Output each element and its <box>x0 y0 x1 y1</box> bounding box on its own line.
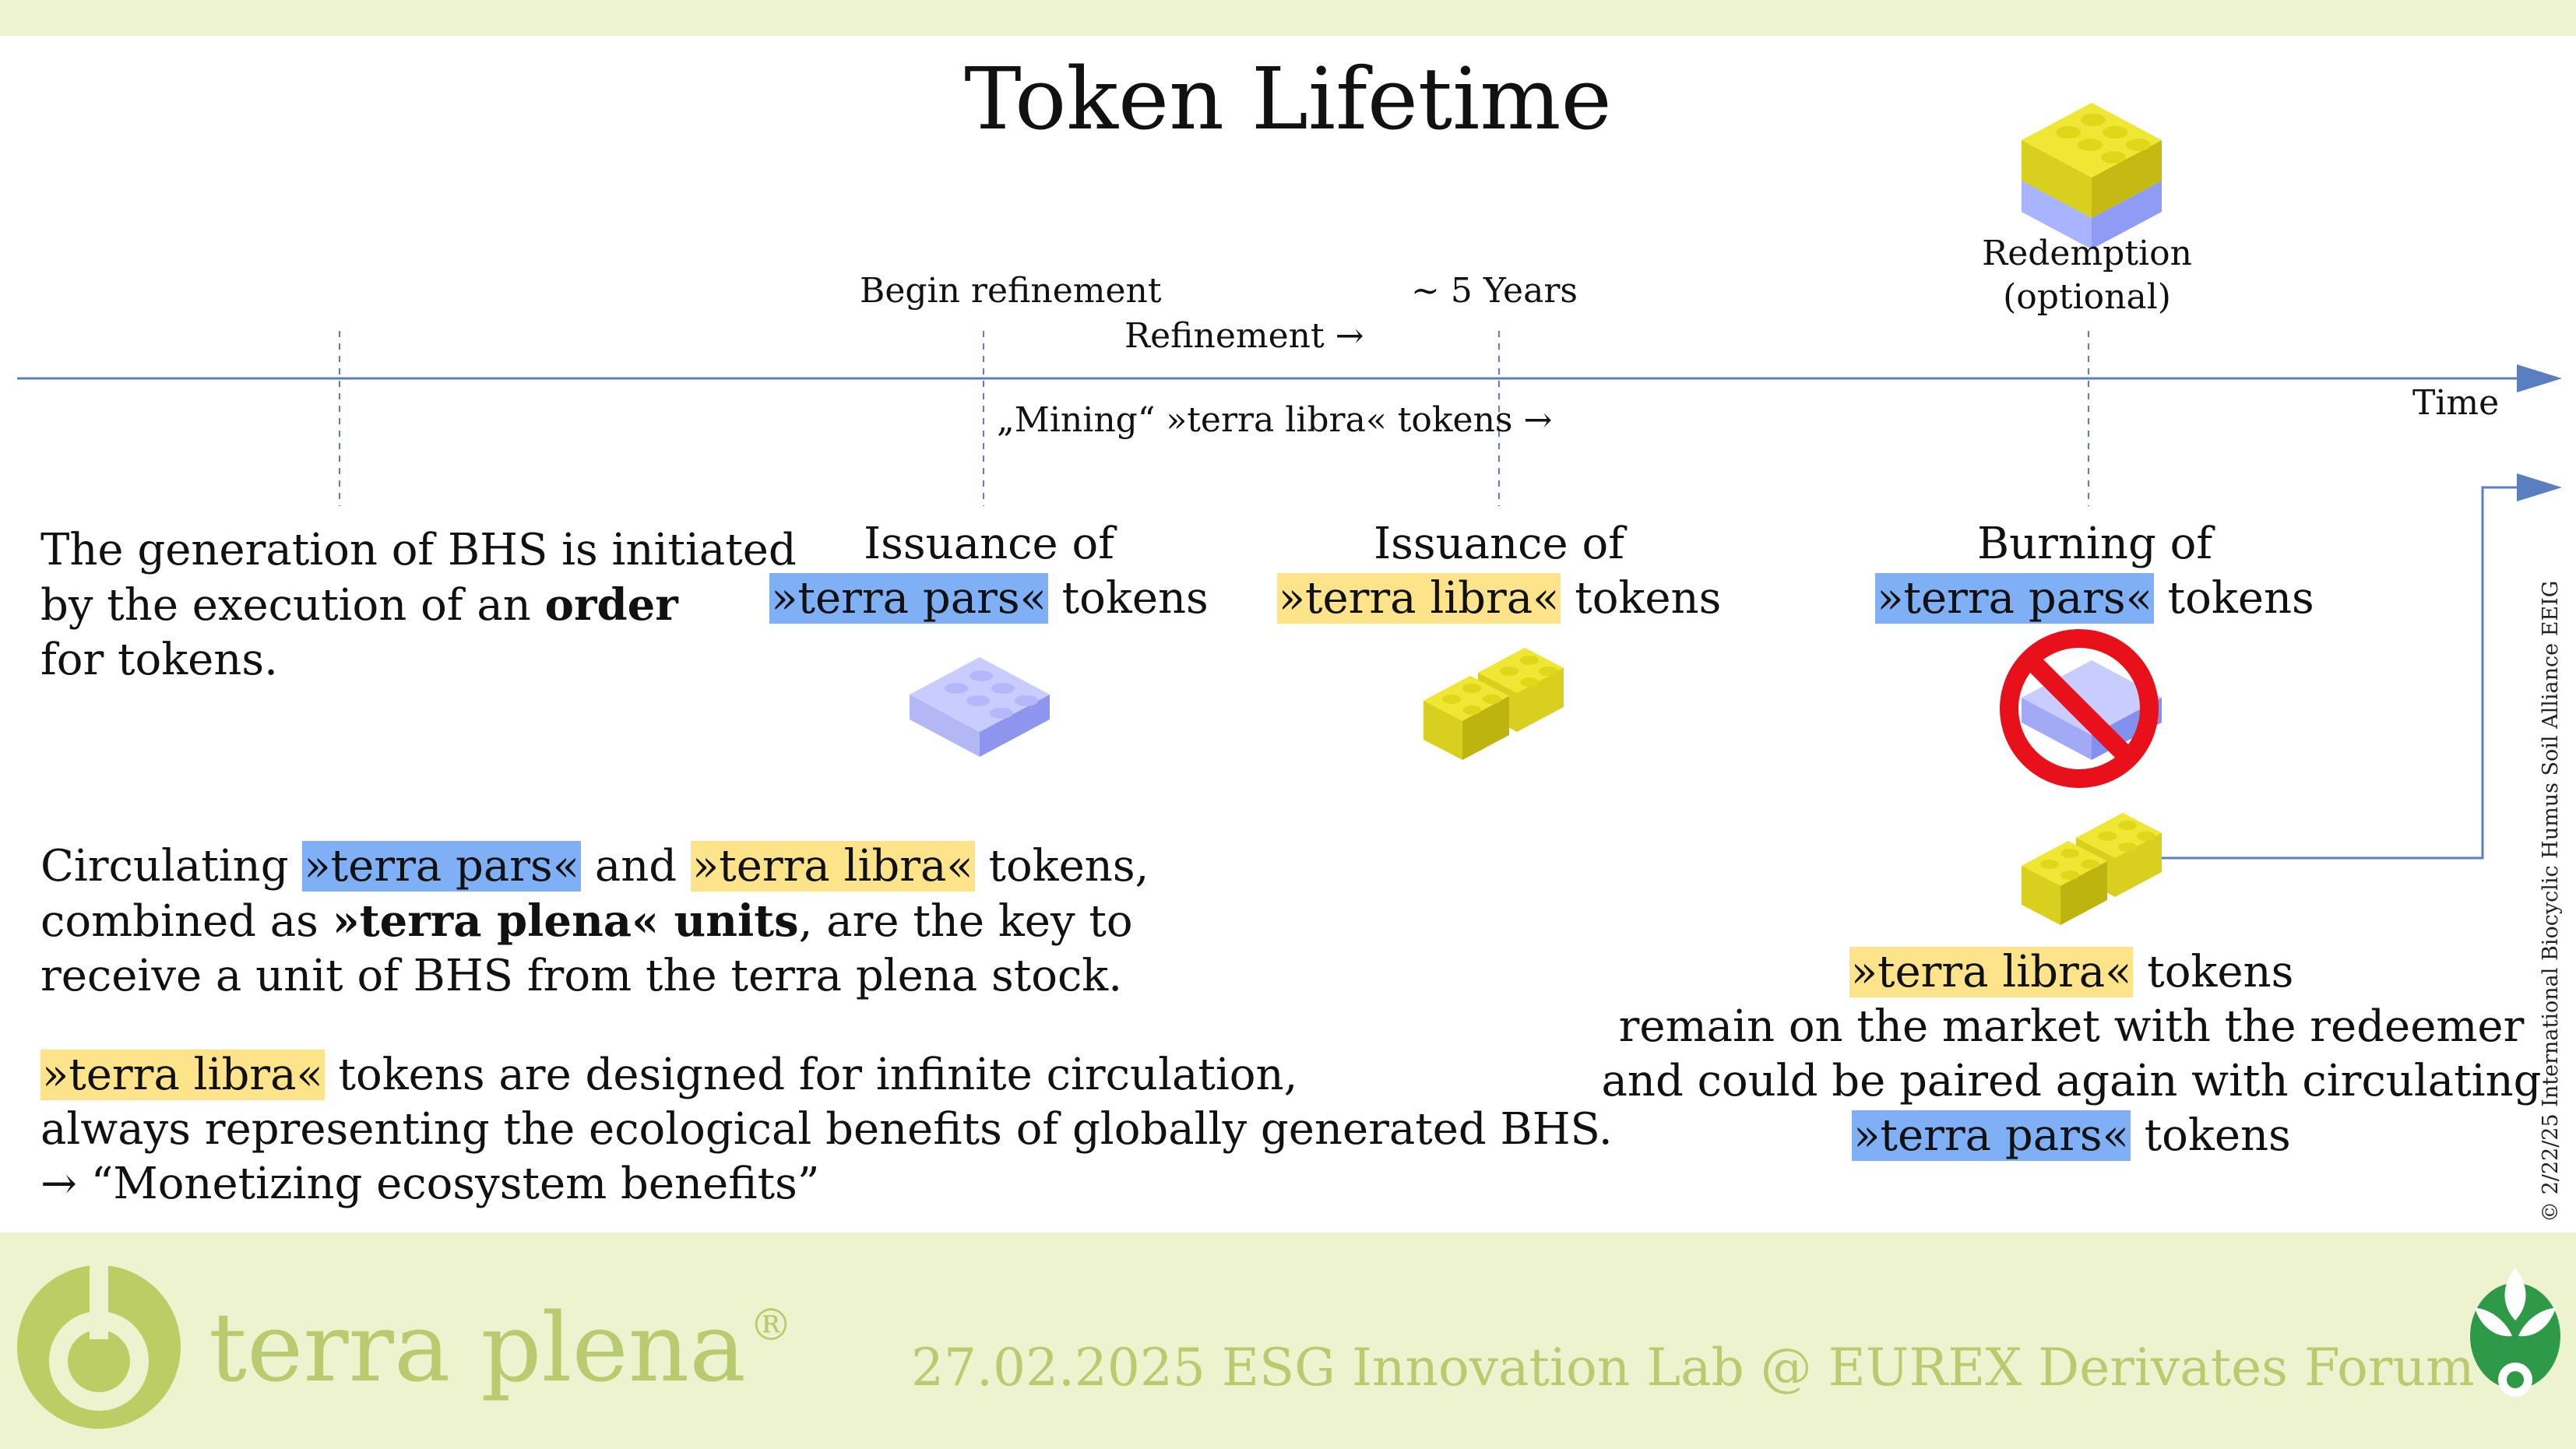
stacked-bricks-icon <box>2022 103 2162 249</box>
pars-token-highlight: »terra pars« <box>769 573 1048 624</box>
issuance-libra-title: Issuance of <box>1374 519 1624 569</box>
lavender-brick-icon <box>910 657 1050 757</box>
intro-order-bold: order <box>544 579 678 631</box>
intro-line1: The generation of BHS is initiated <box>40 525 797 575</box>
burning-title: Burning of <box>1976 519 2213 569</box>
top-band <box>0 0 2576 36</box>
event-issuance-libra: Issuance of »terra libra« tokens <box>1246 517 1752 626</box>
remain-text: »terra libra« tokens remain on the marke… <box>1589 945 2554 1163</box>
label-refinement: Refinement → <box>1124 316 1364 356</box>
libra-token-highlight: »terra libra« <box>1276 573 1561 624</box>
circulating-line1: Circulating »terra pars« and »terra libr… <box>40 839 1149 894</box>
infinite-post: tokens are designed for infinite circula… <box>324 1050 1298 1100</box>
terra-plena-logo <box>17 1261 181 1429</box>
event-issuance-pars: Issuance of »terra pars« tokens <box>748 517 1230 626</box>
circ-and: and <box>581 841 691 892</box>
circulating-line2: combined as »terra plena« units, are the… <box>40 894 1149 949</box>
brand-text: terra plena <box>209 1292 747 1403</box>
circ2-post: , are the key to <box>798 896 1133 947</box>
circ-post: tokens, <box>974 841 1149 892</box>
label-begin-refinement: Begin refinement <box>860 271 1162 311</box>
issuance-libra-tokens: »terra libra« tokens <box>1246 572 1752 626</box>
remain-pars-highlight: »terra pars« <box>1852 1110 2131 1161</box>
infinite-line3: → “Monetizing ecosystem benefits” <box>40 1159 820 1209</box>
remain-line4: »terra pars« tokens <box>1589 1109 2554 1163</box>
remain-line1: »terra libra« tokens <box>1589 945 2554 1000</box>
remain-post1: tokens <box>2133 947 2294 997</box>
burning-tokens: »terra pars« tokens <box>1846 572 2344 626</box>
copyright-notice: © 2/22/25 International Biocyclic Humus … <box>2539 580 2563 1222</box>
infinite-libra-highlight: »terra libra« <box>40 1050 325 1100</box>
recirculation-connector <box>2162 486 2523 860</box>
label-redemption: Redemption (optional) <box>1962 232 2212 319</box>
issuance-pars-suffix: tokens <box>1047 573 1209 624</box>
remaining-yellow-bricks-icon <box>2022 813 2162 925</box>
issuance-pars-title: Issuance of <box>864 519 1114 569</box>
circ-pars-highlight: »terra pars« <box>302 841 582 892</box>
intro-line2-text: by the execution of an <box>40 580 545 631</box>
brand-wordmark: terra plena® <box>209 1292 793 1403</box>
burning-suffix: tokens <box>2153 573 2314 624</box>
label-five-years: ~ 5 Years <box>1411 271 1578 311</box>
redemption-line1: Redemption <box>1982 234 2192 273</box>
registered-mark: ® <box>749 1300 794 1351</box>
event-burning-pars: Burning of »terra pars« tokens <box>1846 517 2344 626</box>
circ2-pre: combined as <box>40 896 333 947</box>
plant-icon <box>2470 1268 2560 1397</box>
burning-token-highlight: »terra pars« <box>1875 573 2154 624</box>
yellow-bricks-icon <box>1423 648 1564 760</box>
redemption-line2: (optional) <box>2003 277 2171 317</box>
circ-libra-highlight: »terra libra« <box>690 841 975 892</box>
event-caption: 27.02.2025 ESG Innovation Lab @ EUREX De… <box>911 1338 2475 1398</box>
circ-pre: Circulating <box>40 841 303 892</box>
remain-line2: remain on the market with the redeemer <box>1618 1001 2525 1052</box>
intro-line2: by the execution of an order <box>40 578 797 633</box>
intro-line3: for tokens. <box>40 635 278 685</box>
remain-post4: tokens <box>2130 1110 2291 1161</box>
label-time: Time <box>2412 383 2500 423</box>
recirculation-arrowhead <box>2517 473 2562 501</box>
circulating-line3: receive a unit of BHS from the terra ple… <box>40 951 1123 1001</box>
terra-plena-units-bold: »terra plena« units <box>332 895 799 947</box>
infinite-text: »terra libra« tokens are designed for in… <box>40 1048 1613 1212</box>
intro-text: The generation of BHS is initiated by th… <box>40 523 797 688</box>
infinite-line1: »terra libra« tokens are designed for in… <box>40 1048 1613 1103</box>
remain-line3: and could be paired again with circulati… <box>1601 1056 2542 1106</box>
issuance-libra-suffix: tokens <box>1561 573 1722 624</box>
remain-libra-highlight: »terra libra« <box>1849 947 2134 997</box>
time-axis-arrowhead <box>2517 364 2562 392</box>
label-mining: „Mining“ »terra libra« tokens → <box>997 400 1553 440</box>
infinite-line2: always representing the ecological benef… <box>40 1104 1613 1155</box>
prohibited-icon <box>2000 629 2159 788</box>
page-title: Token Lifetime <box>964 49 1612 149</box>
circulating-text: Circulating »terra pars« and »terra libr… <box>40 839 1149 1004</box>
issuance-pars-tokens: »terra pars« tokens <box>748 572 1230 626</box>
footer-band <box>0 1233 2576 1449</box>
